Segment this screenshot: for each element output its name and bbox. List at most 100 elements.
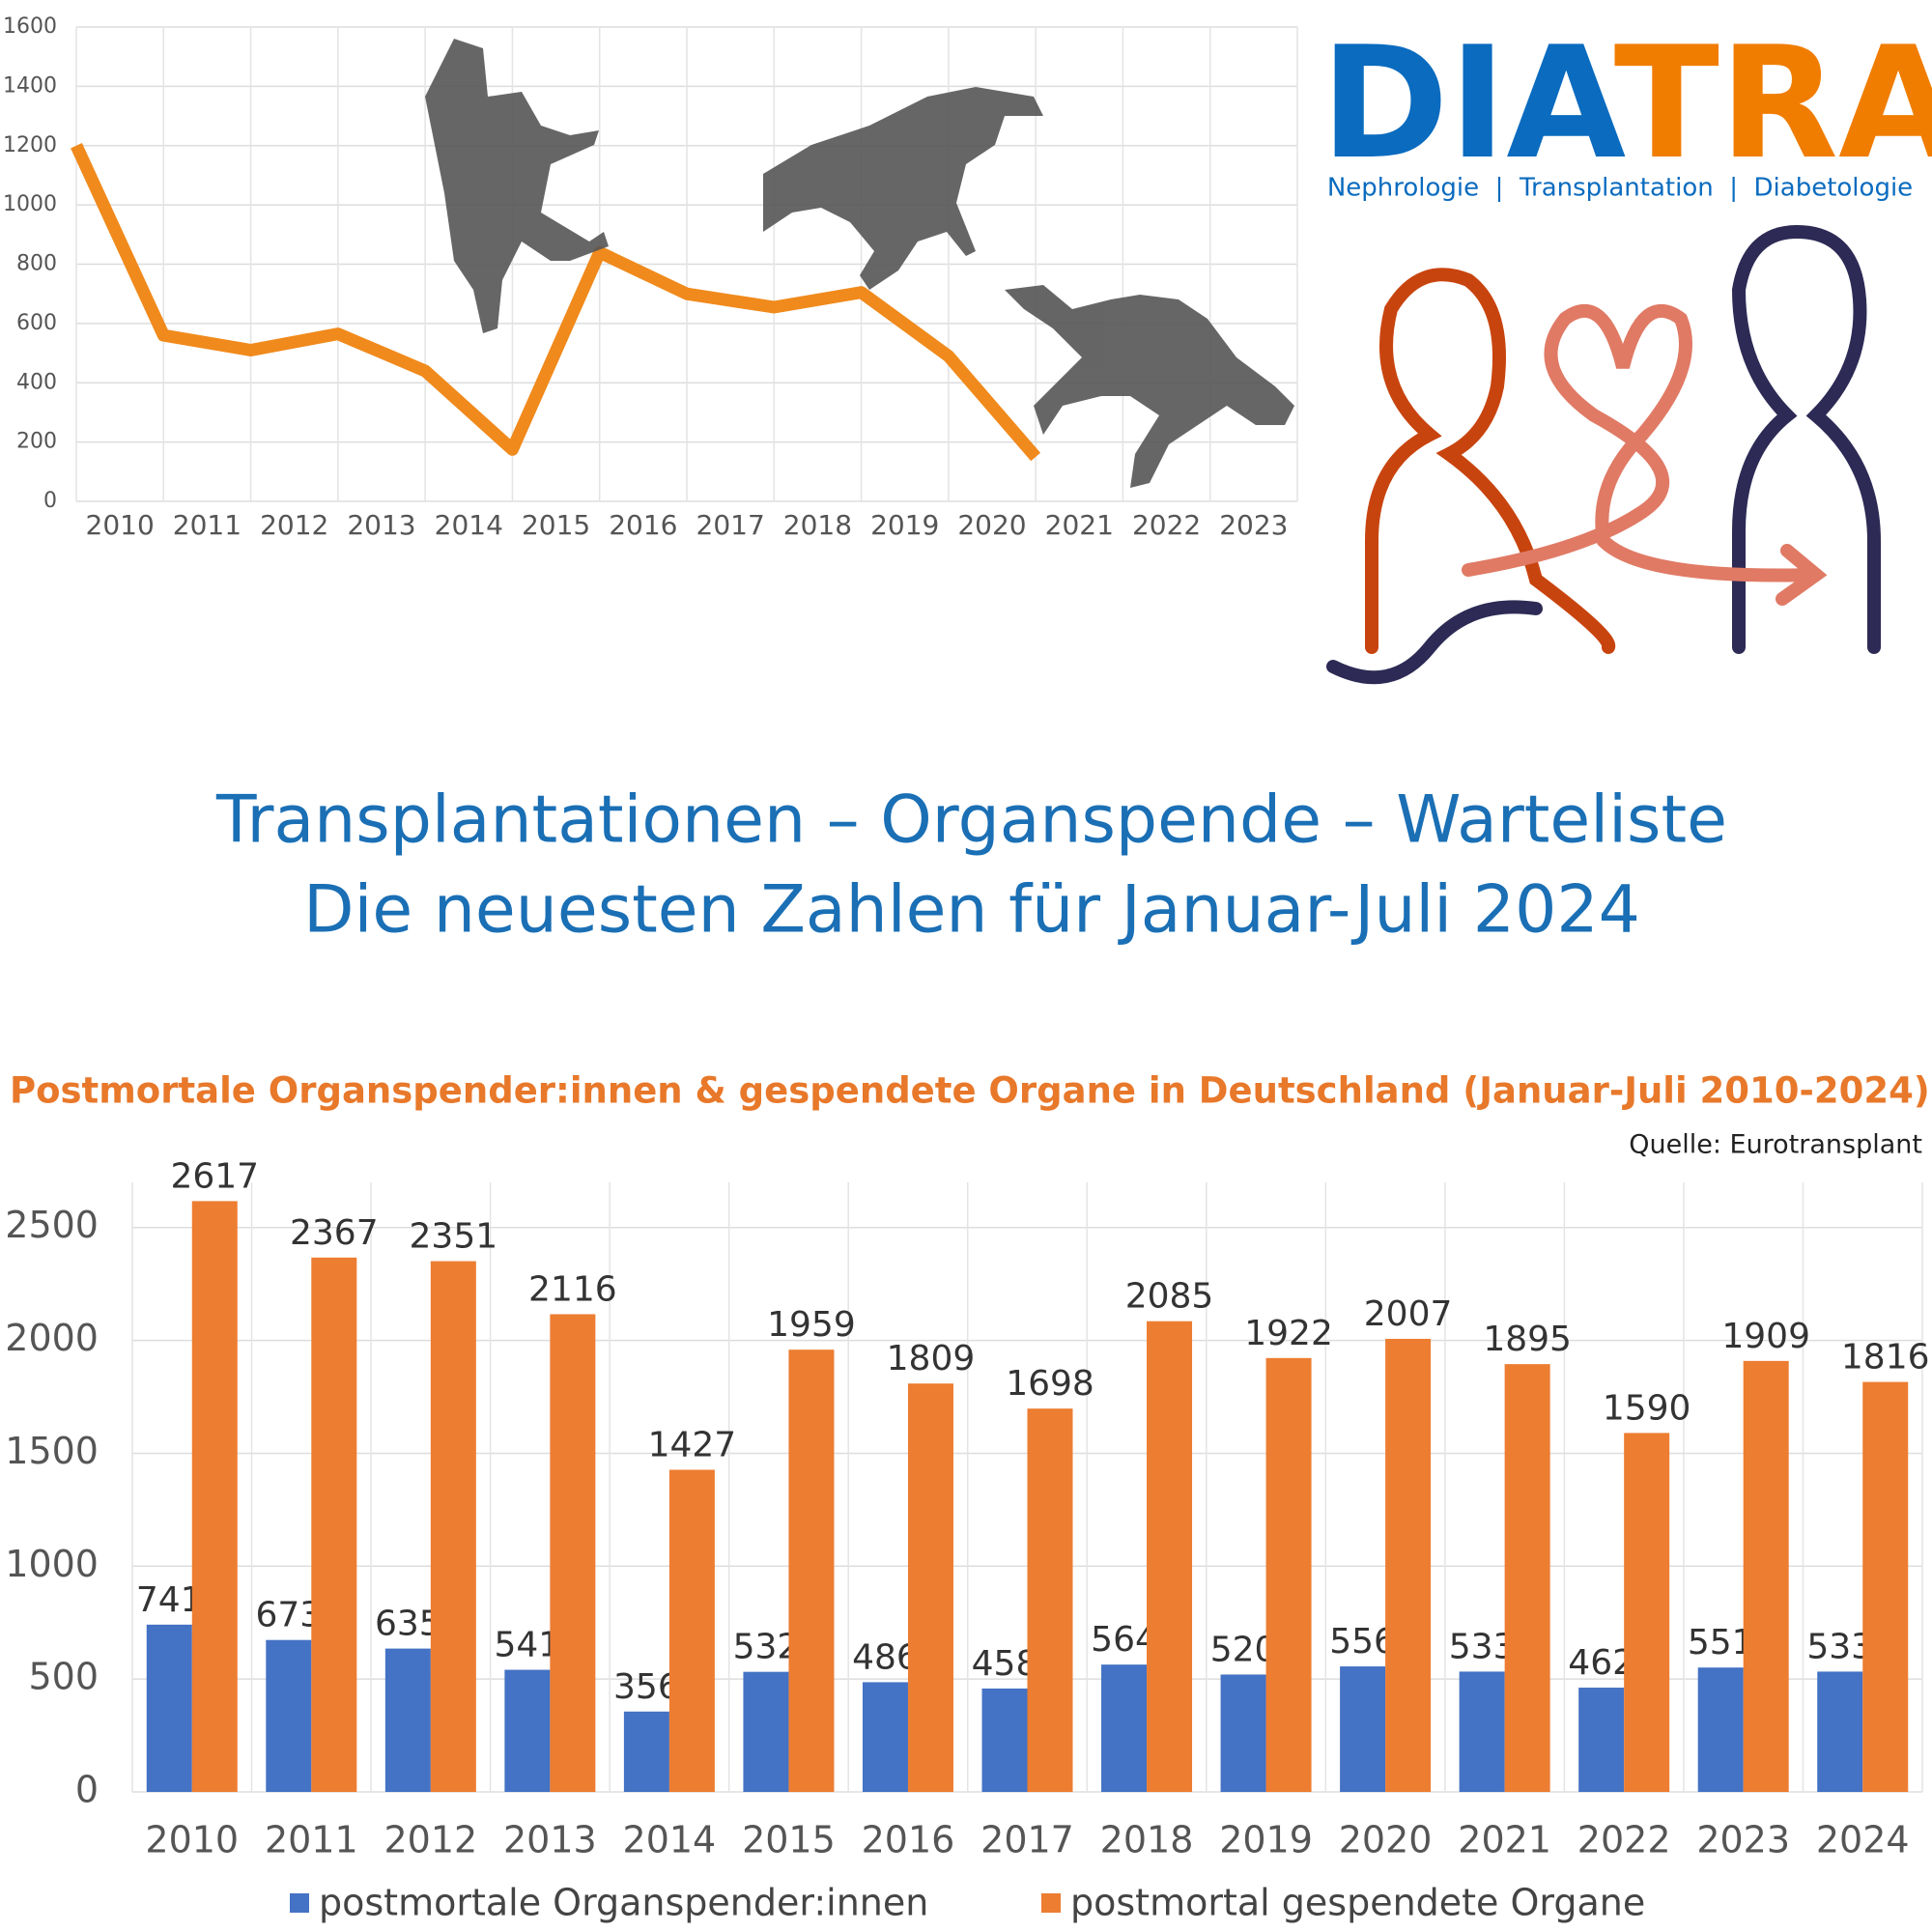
- bar: [1101, 1664, 1148, 1792]
- value-label: 635: [375, 1605, 441, 1644]
- x-tick-label: 2022: [1577, 1819, 1671, 1861]
- value-label: 1922: [1244, 1314, 1333, 1353]
- bar: [668, 1469, 715, 1792]
- logo-part: DIA: [1321, 13, 1626, 193]
- value-label: 556: [1329, 1622, 1396, 1662]
- y-tick-label: 0: [43, 489, 57, 513]
- x-tick-label: 2017: [696, 509, 765, 541]
- value-label: 1427: [648, 1426, 737, 1465]
- bar: [1340, 1666, 1386, 1792]
- legend-label: postmortale Organspender:innen: [319, 1882, 928, 1924]
- bar: [981, 1688, 1028, 1792]
- x-tick-label: 2012: [260, 509, 328, 541]
- figure: [1731, 224, 1881, 654]
- x-tick-label: 2022: [1132, 509, 1201, 541]
- bar: [1220, 1674, 1266, 1792]
- y-tick-label: 1400: [3, 73, 57, 98]
- value-label: 673: [255, 1596, 322, 1635]
- value-label: 1895: [1483, 1320, 1572, 1359]
- bar: [1624, 1433, 1670, 1792]
- y-tick-label: 200: [16, 430, 57, 454]
- bar: [862, 1682, 908, 1792]
- x-tick-label: 2014: [435, 509, 503, 541]
- x-tick-label: 2014: [623, 1819, 717, 1861]
- x-tick-label: 2023: [1219, 509, 1288, 541]
- x-tick-label: 2019: [870, 509, 939, 541]
- y-tick-label: 800: [16, 252, 57, 276]
- bar: [1578, 1688, 1625, 1792]
- bar: [430, 1261, 476, 1792]
- bar: [146, 1624, 192, 1792]
- x-tick-label: 2010: [145, 1819, 239, 1861]
- silhouettes: [425, 39, 1294, 488]
- headline: Transplantationen – Organspende – Wartel…: [215, 782, 1727, 859]
- legend-swatch: [1041, 1893, 1061, 1913]
- value-label: 1698: [1006, 1364, 1094, 1404]
- x-tick-label: 2018: [783, 509, 852, 541]
- x-tick-label: 2011: [265, 1819, 358, 1861]
- x-tick-label: 2017: [980, 1819, 1074, 1861]
- bar: [504, 1669, 551, 1792]
- bar: [1504, 1364, 1550, 1792]
- logo-tagline: Nephrologie | Transplantation | Diabetol…: [1327, 174, 1913, 203]
- figure: [1462, 303, 1823, 582]
- y-tick-label: 1000: [3, 192, 57, 216]
- x-tick-label: 2021: [1458, 1819, 1551, 1861]
- bar: [1862, 1381, 1909, 1792]
- x-tick-label: 2013: [503, 1819, 597, 1861]
- value-label: 2085: [1125, 1277, 1214, 1317]
- bar: [1743, 1360, 1789, 1792]
- x-tick-label: 2023: [1696, 1819, 1790, 1861]
- bar: [266, 1639, 312, 1792]
- value-label: 520: [1210, 1630, 1277, 1669]
- value-label: 486: [852, 1637, 919, 1677]
- x-tick-label: 2015: [742, 1819, 836, 1861]
- bar: [1697, 1667, 1744, 1792]
- bar: [788, 1350, 835, 1792]
- value-label: 2116: [528, 1269, 617, 1309]
- bar: [1817, 1671, 1863, 1792]
- headline: Die neuesten Zahlen für Januar-Juli 2024: [303, 872, 1640, 949]
- bar: [1027, 1408, 1073, 1792]
- value-label: 462: [1568, 1643, 1634, 1683]
- x-tick-label: 2020: [1339, 1819, 1433, 1861]
- value-label: 1816: [1841, 1338, 1930, 1378]
- y-tick-label: 1500: [5, 1430, 99, 1472]
- legend-swatch: [290, 1893, 309, 1913]
- y-tick-label: 1600: [3, 14, 57, 39]
- line-chart: [71, 143, 1041, 462]
- value-label: 2007: [1364, 1294, 1453, 1334]
- value-label: 1959: [767, 1305, 856, 1345]
- x-tick-label: 2016: [609, 509, 677, 541]
- bar: [1459, 1671, 1505, 1792]
- silhouette: [1005, 285, 1294, 488]
- legend-label: postmortal gespendete Organe: [1070, 1882, 1645, 1924]
- x-tick-label: 2016: [862, 1819, 955, 1861]
- axes: 0 200 400 600 800 1000 1200 1400 1600 2010 2011 201…: [3, 14, 1298, 541]
- logo: DIATRA: [1321, 13, 1932, 193]
- value-label: 741: [136, 1580, 203, 1620]
- x-tick-label: 2013: [347, 509, 415, 541]
- logo-figures: [1326, 224, 1881, 685]
- y-tick-label: 2000: [5, 1317, 99, 1359]
- x-tick-label: 2024: [1816, 1819, 1910, 1861]
- x-tick-label: 2021: [1045, 509, 1114, 541]
- y-tick-label: 1200: [3, 133, 57, 157]
- value-label: 356: [613, 1667, 680, 1707]
- value-label: 541: [495, 1626, 561, 1665]
- x-tick-label: 2011: [173, 509, 242, 541]
- value-label: 551: [1688, 1623, 1754, 1662]
- value-label: 458: [972, 1644, 1038, 1684]
- bar: [743, 1671, 789, 1792]
- x-tick-label: 2019: [1219, 1819, 1313, 1861]
- bar: [907, 1383, 953, 1792]
- value-label: 564: [1091, 1620, 1157, 1660]
- value-label: 2351: [410, 1217, 498, 1257]
- value-label: 1809: [887, 1339, 976, 1378]
- y-tick-label: 600: [16, 311, 57, 335]
- y-tick-label: 2500: [5, 1204, 99, 1246]
- value-label: 533: [1449, 1627, 1516, 1666]
- x-tick-label: 2015: [522, 509, 590, 541]
- data-line: [71, 143, 1041, 462]
- x-tick-label: 2010: [86, 509, 155, 541]
